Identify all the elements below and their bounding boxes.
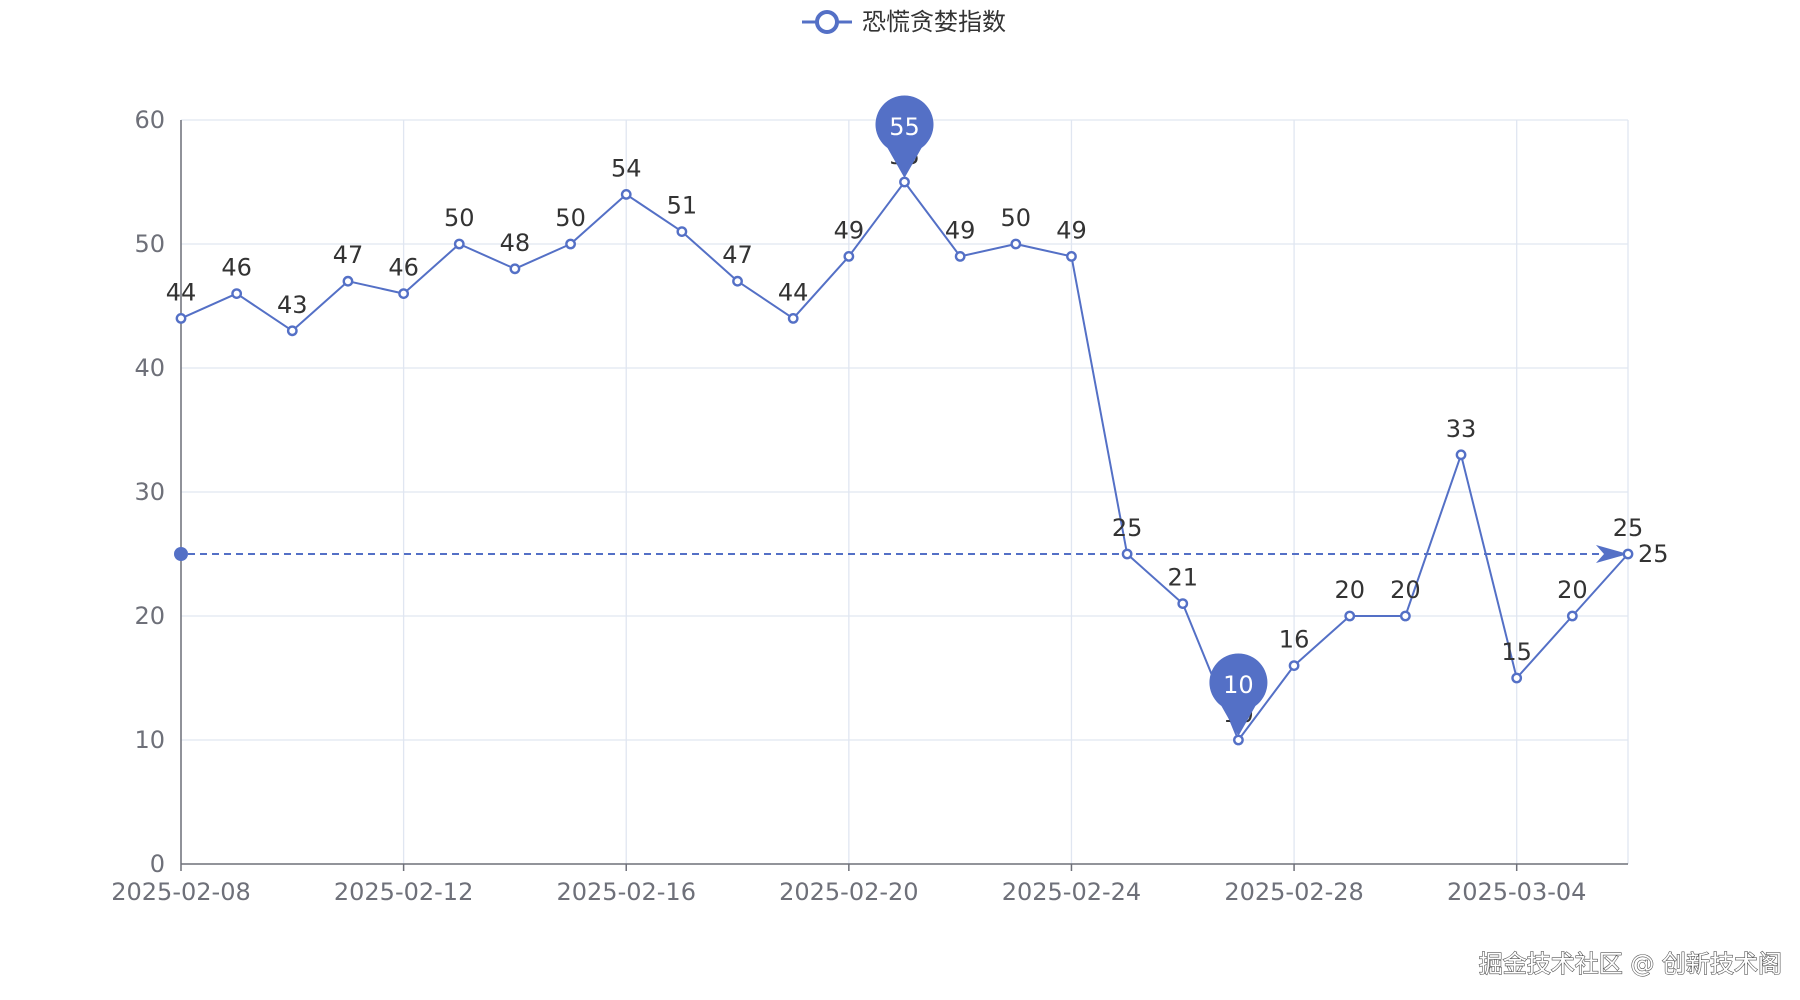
data-label: 16 xyxy=(1279,626,1310,654)
data-point xyxy=(899,176,910,188)
data-point xyxy=(342,275,354,287)
data-label: 43 xyxy=(277,291,308,319)
watermark: 掘金技术社区 @ 创新技术阁 xyxy=(1479,950,1782,978)
x-tick-label: 2025-02-12 xyxy=(334,878,473,906)
data-label: 46 xyxy=(388,254,419,282)
data-label: 20 xyxy=(1557,576,1588,604)
data-label: 20 xyxy=(1390,576,1421,604)
x-tick-label: 2025-02-20 xyxy=(779,878,918,906)
mark-points: 55 10 xyxy=(875,95,1268,736)
y-tick-label: 50 xyxy=(134,230,165,258)
series-layer xyxy=(175,176,1634,746)
data-point xyxy=(453,238,465,250)
mark-line: 25 xyxy=(174,540,1669,568)
data-label: 50 xyxy=(1001,204,1032,232)
y-tick-label: 20 xyxy=(134,602,165,630)
data-point xyxy=(676,226,688,238)
y-tick-label: 40 xyxy=(134,354,165,382)
data-label: 25 xyxy=(1613,514,1644,542)
data-labels: 4446434746504850545147444955495049252110… xyxy=(166,142,1644,728)
data-point xyxy=(565,238,576,250)
data-label: 49 xyxy=(1056,216,1087,244)
y-tick-label: 60 xyxy=(134,106,165,134)
data-point xyxy=(1622,548,1634,560)
data-label: 44 xyxy=(166,278,197,306)
x-tick-label: 2025-02-24 xyxy=(1002,878,1141,906)
data-point xyxy=(1288,660,1300,671)
data-point xyxy=(231,288,243,299)
data-label: 47 xyxy=(722,241,753,269)
x-tick-label: 2025-02-28 xyxy=(1224,878,1363,906)
data-point xyxy=(398,288,410,299)
data-label: 50 xyxy=(444,204,475,232)
data-point xyxy=(732,275,743,287)
data-point xyxy=(620,188,632,200)
data-label: 49 xyxy=(945,216,976,244)
data-label: 15 xyxy=(1501,638,1532,666)
data-label: 54 xyxy=(611,154,642,182)
data-label: 44 xyxy=(778,278,809,306)
data-point xyxy=(1066,250,1077,262)
data-label: 48 xyxy=(500,229,531,257)
mark-point-label-min: 10 xyxy=(1223,671,1254,699)
data-point xyxy=(286,325,298,337)
mark-point-pin-max xyxy=(875,95,934,178)
data-point xyxy=(787,312,799,324)
data-label: 47 xyxy=(333,241,364,269)
data-label: 50 xyxy=(555,204,586,232)
mark-point-pin-min xyxy=(1209,653,1268,736)
data-point xyxy=(1566,610,1578,622)
data-label: 21 xyxy=(1167,564,1198,592)
y-tick-label: 0 xyxy=(150,850,165,878)
data-point xyxy=(1010,238,1022,250)
mark-line-label: 25 xyxy=(1638,540,1669,568)
data-point xyxy=(175,312,187,324)
data-point xyxy=(1233,734,1244,746)
axes: 0 10 20 30 40 50 60 2025-02-08 2025-02-12 2025-02… xyxy=(111,106,1628,906)
data-label: 46 xyxy=(221,254,252,282)
legend[interactable]: 恐慌贪婪指数 xyxy=(802,8,1006,36)
grid xyxy=(180,119,1629,864)
data-point xyxy=(843,250,855,262)
y-tick-label: 10 xyxy=(134,726,165,754)
data-point xyxy=(509,263,521,275)
data-label: 33 xyxy=(1446,415,1477,443)
legend-label: 恐慌贪婪指数 xyxy=(862,8,1006,36)
data-label: 20 xyxy=(1334,576,1365,604)
x-tick-label: 2025-02-16 xyxy=(556,878,695,906)
data-label: 51 xyxy=(667,192,698,220)
data-point xyxy=(1399,610,1411,622)
data-point xyxy=(1177,598,1189,609)
x-tick-label: 2025-02-08 xyxy=(111,878,250,906)
mark-line-arrow-icon xyxy=(1596,545,1628,563)
legend-circle-icon xyxy=(815,10,839,34)
data-point xyxy=(1344,610,1356,622)
y-tick-label: 30 xyxy=(134,478,165,506)
data-point xyxy=(1455,449,1467,461)
mark-point-label-max: 55 xyxy=(889,113,920,141)
data-point xyxy=(954,250,966,262)
data-point xyxy=(1511,672,1523,684)
x-tick-label: 2025-03-04 xyxy=(1447,878,1586,906)
mark-line-start-dot xyxy=(174,547,188,561)
data-label: 25 xyxy=(1112,514,1143,542)
data-label: 49 xyxy=(834,216,865,244)
data-point xyxy=(1121,548,1133,560)
